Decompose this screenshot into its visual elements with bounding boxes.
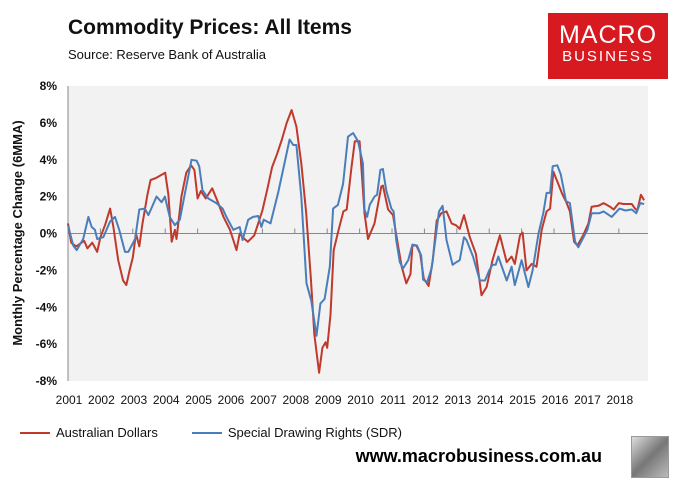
legend-label-sdr: Special Drawing Rights (SDR) bbox=[227, 425, 402, 440]
logo-line2: BUSINESS bbox=[562, 48, 654, 65]
legend-swatch-sdr bbox=[191, 431, 222, 434]
x-tick-label: 2011 bbox=[380, 393, 406, 407]
legend-item-aud: Australian Dollars bbox=[20, 425, 158, 440]
x-tick-label: 2001 bbox=[56, 393, 83, 407]
x-tick-label: 2009 bbox=[315, 393, 342, 407]
x-tick-label: 2012 bbox=[412, 393, 439, 407]
series-line-sdr bbox=[67, 132, 645, 337]
legend-item-sdr: Special Drawing Rights (SDR) bbox=[191, 425, 402, 440]
wolf-logo-image bbox=[631, 436, 669, 478]
y-tick-label: -2% bbox=[36, 263, 58, 277]
x-tick-label: 2007 bbox=[250, 393, 277, 407]
x-tick-label: 2003 bbox=[120, 393, 147, 407]
legend: Australian Dollars Special Drawing Right… bbox=[20, 425, 402, 440]
x-tick-label: 2010 bbox=[347, 393, 374, 407]
y-tick-label: 4% bbox=[40, 153, 58, 167]
y-tick-label: -4% bbox=[36, 300, 58, 314]
x-tick-label: 2014 bbox=[477, 393, 504, 407]
x-tick-label: 2006 bbox=[218, 393, 245, 407]
x-tick-label: 2004 bbox=[153, 393, 180, 407]
x-tick-label: 2005 bbox=[185, 393, 212, 407]
macrobusiness-logo: MACRO BUSINESS bbox=[548, 13, 668, 79]
x-tick-label: 2018 bbox=[606, 393, 633, 407]
x-tick-label: 2015 bbox=[509, 393, 536, 407]
x-tick-label: 2016 bbox=[542, 393, 569, 407]
y-tick-label: 8% bbox=[40, 79, 58, 93]
y-tick-label: 0% bbox=[40, 227, 58, 241]
x-tick-label: 2017 bbox=[574, 393, 601, 407]
series-line-aud bbox=[67, 109, 645, 374]
legend-label-aud: Australian Dollars bbox=[56, 425, 158, 440]
y-tick-label: 2% bbox=[40, 190, 58, 204]
chart-source: Source: Reserve Bank of Australia bbox=[68, 47, 266, 62]
y-tick-label: 6% bbox=[40, 116, 58, 130]
chart-title: Commodity Prices: All Items bbox=[68, 16, 352, 39]
legend-swatch-aud bbox=[20, 431, 50, 434]
y-axis-title: Monthly Percentage Change (6MMA) bbox=[10, 120, 25, 345]
x-tick-label: 2013 bbox=[444, 393, 471, 407]
x-tick-label: 2008 bbox=[282, 393, 309, 407]
y-tick-label: -8% bbox=[36, 374, 58, 388]
y-tick-label: -6% bbox=[36, 337, 58, 351]
x-tick-label: 2002 bbox=[88, 393, 115, 407]
logo-line1: MACRO bbox=[558, 21, 658, 49]
website-url: www.macrobusiness.com.au bbox=[355, 446, 602, 466]
